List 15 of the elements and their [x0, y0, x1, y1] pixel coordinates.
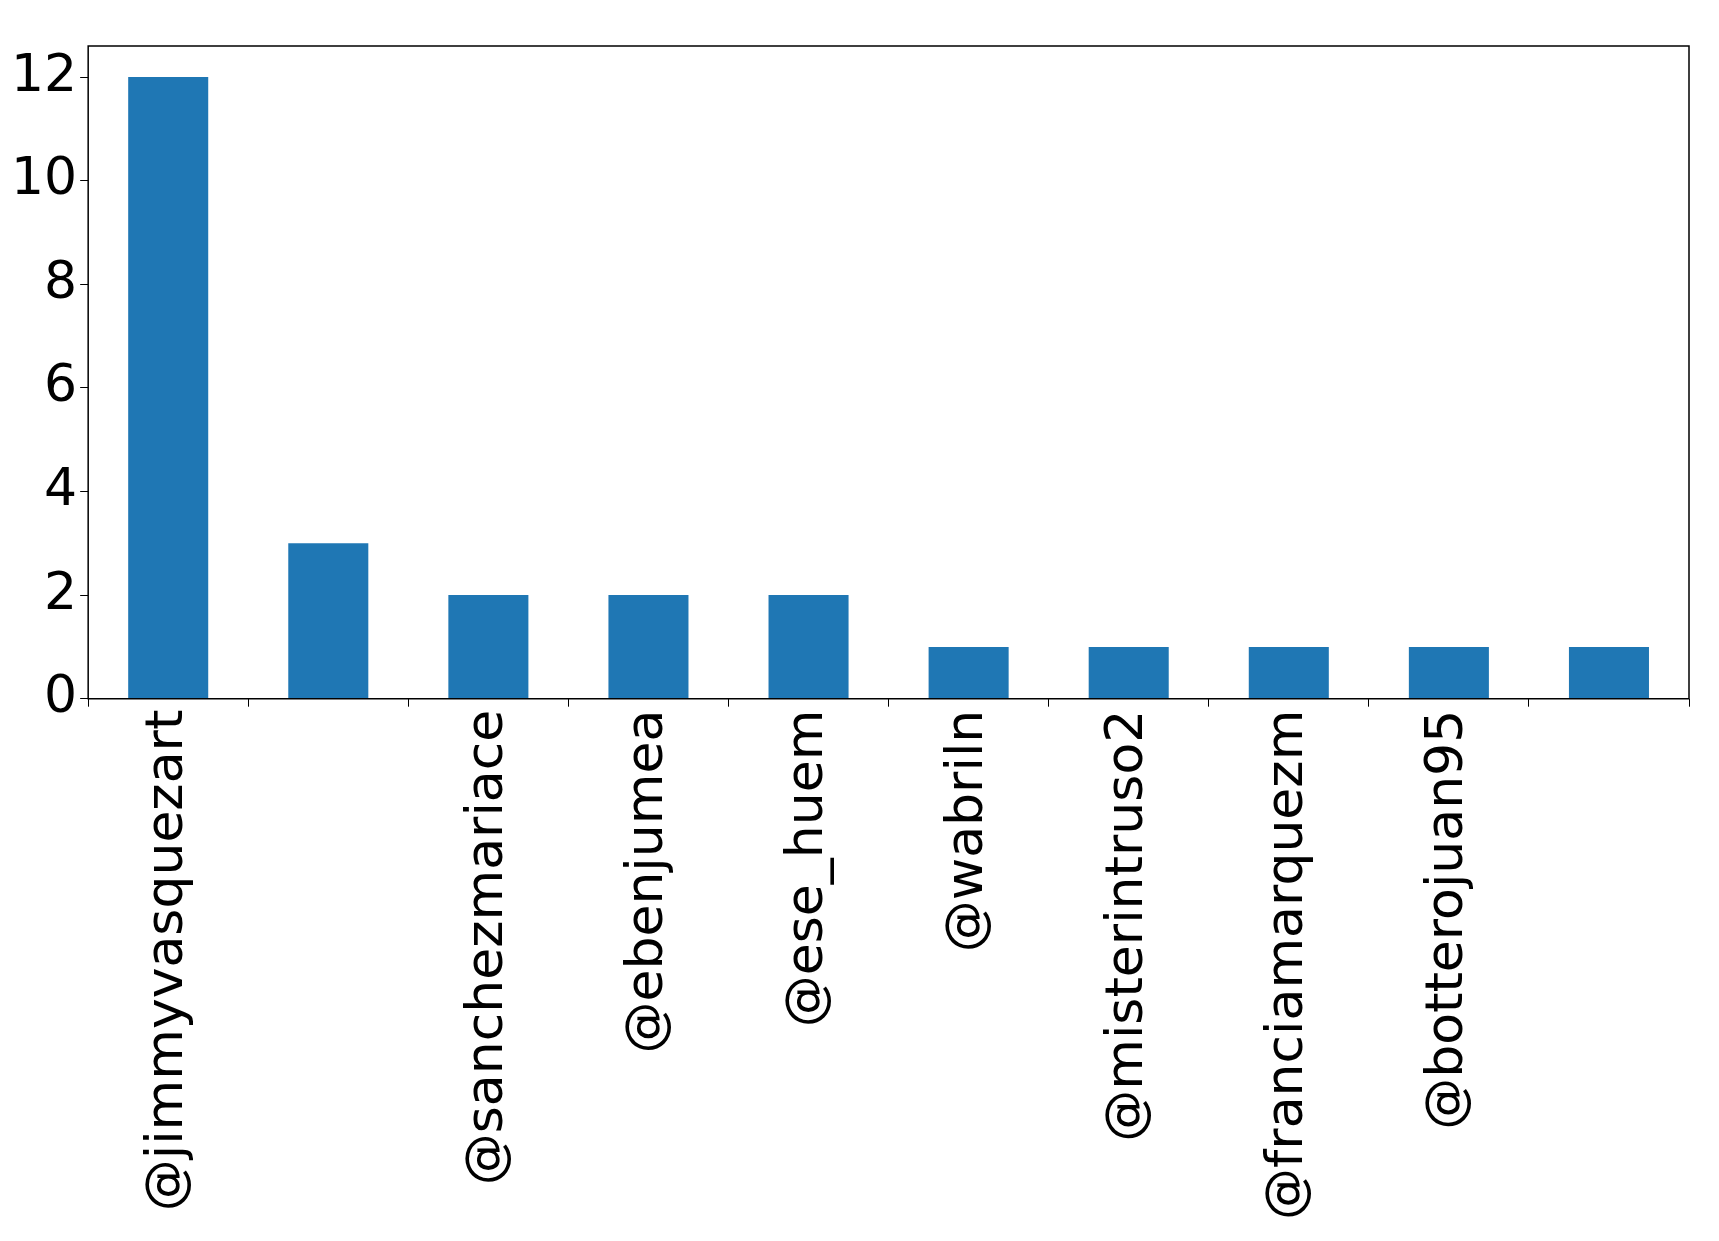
x-tick-label: @botterojuan95 [1414, 709, 1475, 1130]
y-tick-label: 0 [44, 664, 78, 725]
x-tick-label: @franciamarquezm [1254, 709, 1315, 1221]
x-tick-label: @ebenjumea [613, 709, 674, 1054]
y-tick-label: 10 [11, 146, 78, 207]
y-tick-label: 4 [44, 457, 78, 518]
y-tick-label: 6 [44, 353, 78, 414]
y-tick-label: 2 [44, 560, 78, 621]
x-tick-label: @sanchezmariace [453, 709, 514, 1186]
x-tick-label: @misterintruso2 [1094, 709, 1155, 1142]
x-tick-label: @ese_huem [774, 709, 835, 1028]
x-tick-label: @jimmyvasquezart [133, 709, 194, 1212]
y-tick-label: 12 [11, 42, 78, 103]
y-tick-label: 8 [44, 249, 78, 310]
x-tick-label: @wabriln [934, 709, 995, 953]
